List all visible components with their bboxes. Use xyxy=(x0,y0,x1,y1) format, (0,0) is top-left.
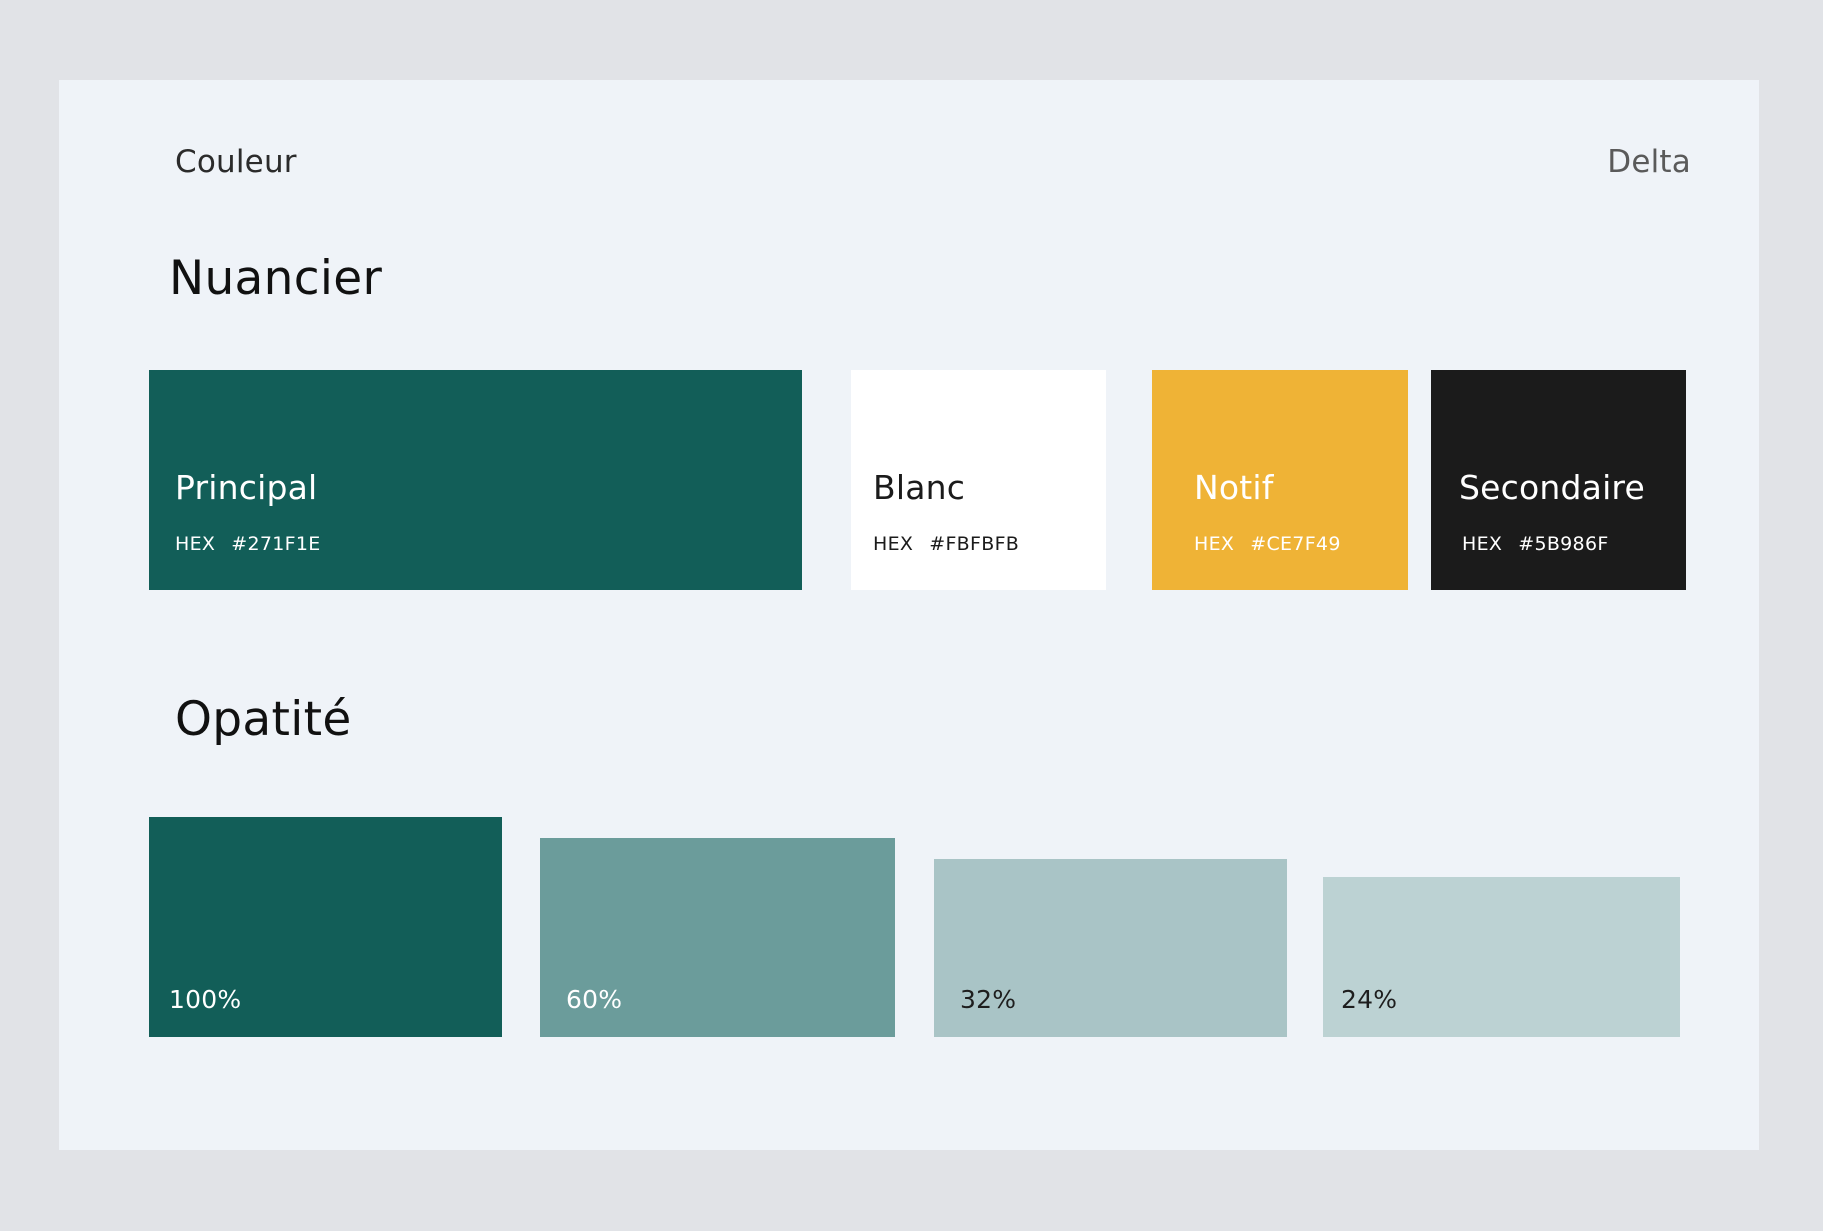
header-category: Couleur xyxy=(175,144,297,180)
hex-value: #FBFBFB xyxy=(929,533,1020,555)
palette-section-title: Nuancier xyxy=(169,251,383,306)
opacity-section-title: Opatité xyxy=(175,692,352,747)
opacity-label: 60% xyxy=(566,985,623,1014)
swatch-blanc: Blanc HEX #FBFBFB xyxy=(851,370,1106,590)
swatch-hex: HEX #5B986F xyxy=(1462,533,1609,555)
opacity-label: 32% xyxy=(960,985,1017,1014)
swatch-hex: HEX #271F1E xyxy=(175,533,321,555)
swatch-notif: Notif HEX #CE7F49 xyxy=(1152,370,1408,590)
hex-value: #5B986F xyxy=(1518,533,1609,555)
hex-value: #271F1E xyxy=(231,533,321,555)
hex-value: #CE7F49 xyxy=(1250,533,1341,555)
swatch-hex: HEX #CE7F49 xyxy=(1194,533,1341,555)
opacity-swatch-24: 24% xyxy=(1323,877,1680,1037)
color-guide-card: Couleur Delta Nuancier Principal HEX #271… xyxy=(59,80,1759,1150)
header-brand: Delta xyxy=(1607,144,1691,180)
swatch-name: Blanc xyxy=(873,468,966,507)
hex-label: HEX xyxy=(1462,533,1503,555)
hex-label: HEX xyxy=(175,533,216,555)
opacity-label: 100% xyxy=(169,985,242,1014)
opacity-swatch-32: 32% xyxy=(934,859,1287,1037)
hex-label: HEX xyxy=(1194,533,1235,555)
opacity-swatch-60: 60% xyxy=(540,838,895,1037)
swatch-principal: Principal HEX #271F1E xyxy=(149,370,802,590)
hex-label: HEX xyxy=(873,533,914,555)
swatch-hex: HEX #FBFBFB xyxy=(873,533,1019,555)
swatch-name: Principal xyxy=(175,468,318,507)
swatch-name: Secondaire xyxy=(1459,468,1645,507)
opacity-swatch-100: 100% xyxy=(149,817,502,1037)
swatch-name: Notif xyxy=(1194,468,1274,507)
swatch-secondaire: Secondaire HEX #5B986F xyxy=(1431,370,1686,590)
opacity-label: 24% xyxy=(1341,985,1398,1014)
